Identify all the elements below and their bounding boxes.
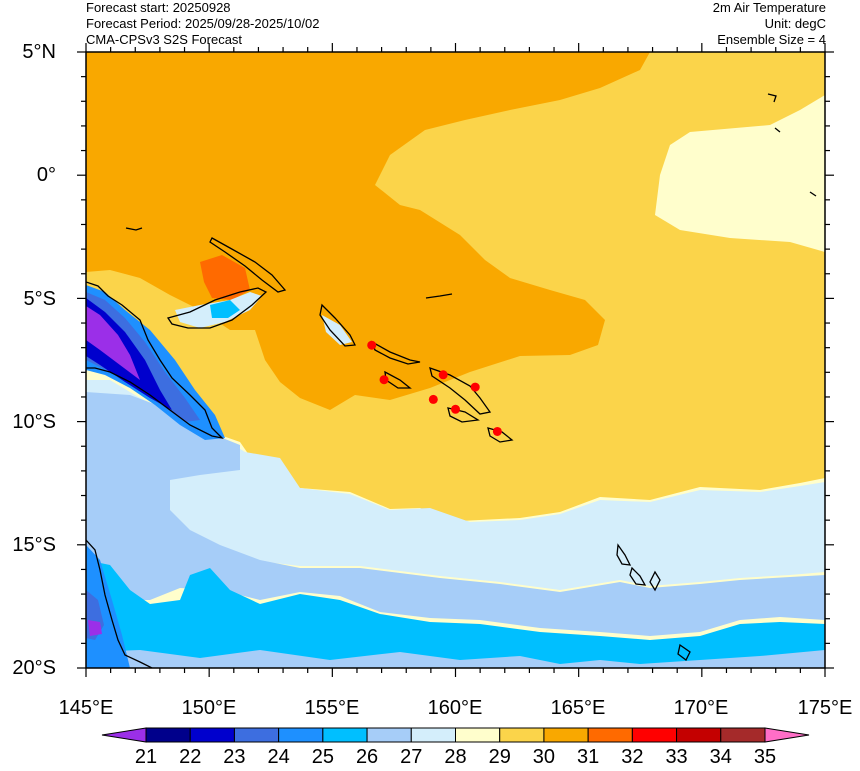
cb-label: 30 (532, 746, 556, 768)
band-21 (86, 306, 140, 380)
new-ireland-coast (209, 237, 287, 293)
band-28-bougainville (322, 315, 352, 345)
band-26 (86, 560, 825, 668)
cb-label: 32 (621, 746, 644, 768)
cb-label: 23 (223, 746, 246, 768)
station-marker (492, 426, 502, 436)
cb-label: 28 (444, 746, 467, 768)
cb-label: 29 (488, 746, 511, 768)
lon-label-150e: 150°E (181, 697, 237, 719)
lat-label-5n: 5°N (22, 41, 56, 63)
lon-label-155e: 155°E (304, 697, 360, 719)
cb-label: 33 (665, 746, 688, 768)
forecast-period: Forecast Period: 2025/09/28-2025/10/02 (86, 16, 320, 31)
small-island-4 (809, 191, 817, 197)
forecast-info: Forecast start: 20250928 Forecast Period… (86, 0, 319, 48)
model-name: CMA-CPSv3 S2S Forecast (86, 32, 243, 47)
forecast-start: Forecast start: 20250928 (86, 0, 231, 15)
lon-label-165e: 165°E (550, 697, 606, 719)
band-28 (86, 380, 825, 590)
variable-info: 2m Air Temperature Unit: degC Ensemble S… (713, 0, 826, 48)
small-island-3 (774, 127, 781, 133)
band-32 (200, 255, 250, 300)
australia-coast (86, 539, 153, 668)
lat-label-15s: 15°S (12, 534, 56, 556)
nauru-island (425, 293, 453, 299)
vanuatu-4 (677, 643, 691, 661)
lat-label-5s: 5°S (23, 288, 56, 310)
ensemble-size: Ensemble Size = 4 (717, 32, 826, 47)
solomon-1 (370, 340, 421, 365)
band-29-east (655, 95, 825, 252)
vanuatu-2 (629, 566, 647, 586)
cb-label: 24 (267, 746, 290, 768)
marker-group (367, 340, 502, 436)
lon-label-175e: 175°E (797, 697, 853, 719)
band-26-island (210, 300, 240, 318)
solomon-3 (429, 366, 492, 415)
lon-label-160e: 160°E (427, 697, 483, 719)
variable-name: 2m Air Temperature (712, 0, 826, 15)
station-marker (428, 394, 438, 404)
band-21-australia (88, 620, 102, 636)
cb-label: 35 (753, 746, 777, 768)
cb-label: 26 (355, 746, 379, 768)
lat-label-10s: 10°S (12, 411, 56, 433)
vanuatu-3 (649, 570, 661, 592)
cb-label: 21 (134, 746, 158, 768)
cb-label: 31 (577, 746, 600, 768)
small-island-2 (767, 93, 777, 103)
new-britain-coast (166, 287, 268, 329)
unit-label: Unit: degC (764, 16, 826, 31)
cb-label: 25 (311, 746, 334, 768)
lat-label-0: 0° (36, 164, 56, 186)
cb-label: 22 (179, 746, 202, 768)
station-marker (379, 375, 389, 385)
cb-label: 27 (400, 746, 423, 768)
png-coast (86, 281, 224, 440)
lat-label-20s: 20°S (12, 657, 56, 679)
bougainville-coast (319, 303, 357, 347)
vanuatu-1 (616, 543, 632, 566)
band-27 (86, 392, 825, 636)
lon-label-170e: 170°E (673, 697, 729, 719)
station-marker (451, 404, 460, 414)
station-marker (367, 340, 377, 350)
cb-label: 34 (709, 746, 732, 768)
lon-label-145e: 145°E (58, 697, 114, 719)
station-marker (470, 382, 480, 392)
band-27-south (86, 650, 825, 668)
station-marker (438, 370, 448, 380)
solomon-4 (447, 407, 480, 423)
tick-marks (77, 43, 834, 677)
small-island-1 (125, 227, 143, 231)
